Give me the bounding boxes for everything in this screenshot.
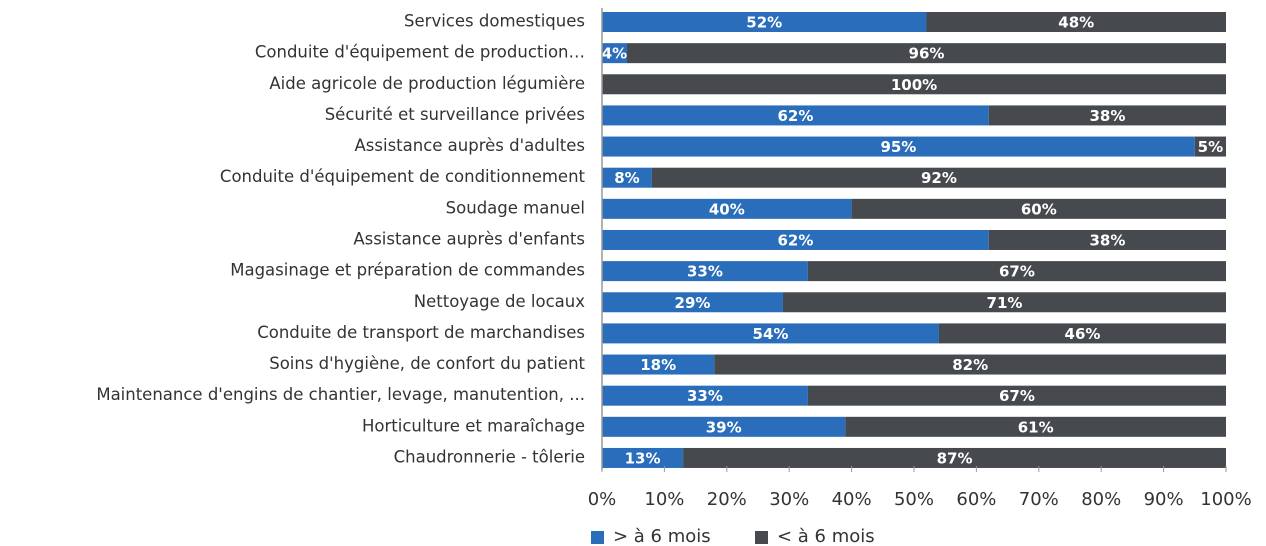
x-tick-label: 70%	[1019, 489, 1059, 510]
value-label: 67%	[999, 387, 1035, 405]
category-label: Conduite de transport de marchandises	[257, 323, 585, 342]
bar-segment	[782, 292, 1226, 313]
legend-swatch	[755, 531, 768, 544]
category-label: Maintenance d'engins de chantier, levage…	[96, 385, 585, 404]
bar-segment	[988, 229, 1226, 250]
bar-segment	[602, 105, 989, 126]
x-tick-label: 50%	[894, 489, 934, 510]
legend-swatch	[591, 531, 604, 544]
value-label: 33%	[687, 263, 723, 281]
category-label: Aide agricole de production légumière	[269, 74, 585, 93]
x-tick-label: 60%	[956, 489, 996, 510]
value-label: 60%	[1021, 200, 1057, 218]
value-label: 52%	[746, 14, 782, 32]
bar-segment	[626, 43, 1226, 64]
value-label: 46%	[1065, 325, 1101, 343]
x-tick-label: 100%	[1200, 489, 1251, 510]
value-label: 13%	[625, 449, 661, 467]
bar-segment	[602, 167, 652, 188]
x-tick-label: 10%	[644, 489, 684, 510]
x-tick-label: 80%	[1081, 489, 1121, 510]
value-label: 4%	[602, 45, 627, 63]
bar-segment	[926, 12, 1226, 32]
category-label: Conduite d'équipement de production…	[255, 43, 585, 62]
x-tick-label: 0%	[588, 489, 617, 510]
value-label: 18%	[640, 356, 676, 374]
category-label: Soins d'hygiène, de confort du patient	[269, 354, 585, 373]
value-label: 29%	[675, 294, 711, 312]
x-tick-label: 20%	[707, 489, 747, 510]
bar-segment	[938, 323, 1226, 344]
category-label: Horticulture et maraîchage	[362, 416, 585, 435]
category-label: Nettoyage de locaux	[414, 292, 585, 311]
bar-segment	[602, 74, 1226, 95]
bar-segment	[602, 136, 1195, 157]
value-label: 71%	[987, 294, 1023, 312]
category-label: Chaudronnerie - tôlerie	[394, 447, 585, 466]
bar-segment	[683, 447, 1226, 468]
value-label: 92%	[921, 169, 957, 187]
category-label: Assistance auprès d'enfants	[353, 229, 585, 248]
bar-segment	[714, 354, 1226, 375]
value-label: 61%	[1018, 418, 1054, 436]
value-label: 95%	[880, 138, 916, 156]
bar-segment	[602, 198, 852, 219]
value-label: 100%	[891, 76, 937, 94]
value-label: 38%	[1089, 231, 1125, 249]
bar-segment	[845, 416, 1226, 437]
bar-segment	[807, 385, 1226, 406]
value-label: 48%	[1058, 14, 1094, 32]
value-label: 8%	[614, 169, 639, 187]
value-label: 33%	[687, 387, 723, 405]
value-label: 87%	[937, 449, 973, 467]
value-label: 82%	[952, 356, 988, 374]
x-tick-label: 30%	[769, 489, 809, 510]
value-label: 54%	[753, 325, 789, 343]
bar-segment	[602, 261, 808, 282]
legend-label: > à 6 mois	[613, 526, 711, 546]
bar-segment	[602, 385, 808, 406]
bar-segment	[602, 292, 783, 313]
bar-segment	[602, 43, 627, 64]
category-label: Conduite d'équipement de conditionnement	[220, 167, 586, 186]
bar-segment	[851, 198, 1226, 219]
x-tick-label: 40%	[832, 489, 872, 510]
category-label: Services domestiques	[404, 12, 585, 31]
value-label: 62%	[777, 231, 813, 249]
value-label: 96%	[909, 45, 945, 63]
category-label: Magasinage et préparation de commandes	[230, 261, 585, 280]
bar-segment	[988, 105, 1226, 126]
bar-segment	[602, 12, 927, 32]
bar-segment	[602, 447, 684, 468]
bar-segment	[602, 229, 989, 250]
category-label: Soudage manuel	[446, 198, 585, 217]
value-label: 40%	[709, 200, 745, 218]
legend-label: < à 6 mois	[777, 526, 875, 546]
bar-segment	[651, 167, 1226, 188]
value-label: 62%	[777, 107, 813, 125]
value-label: 39%	[706, 418, 742, 436]
category-label: Assistance auprès d'adultes	[355, 136, 585, 155]
bar-segment	[602, 323, 939, 344]
value-label: 67%	[999, 263, 1035, 281]
bar-segment	[807, 261, 1226, 282]
bar-segment	[1194, 136, 1226, 157]
x-tick-label: 90%	[1144, 489, 1184, 510]
value-label: 38%	[1089, 107, 1125, 125]
bar-segment	[602, 416, 846, 437]
category-label: Sécurité et surveillance privées	[325, 105, 585, 124]
value-label: 5%	[1198, 138, 1223, 156]
bar-segment	[602, 354, 715, 375]
